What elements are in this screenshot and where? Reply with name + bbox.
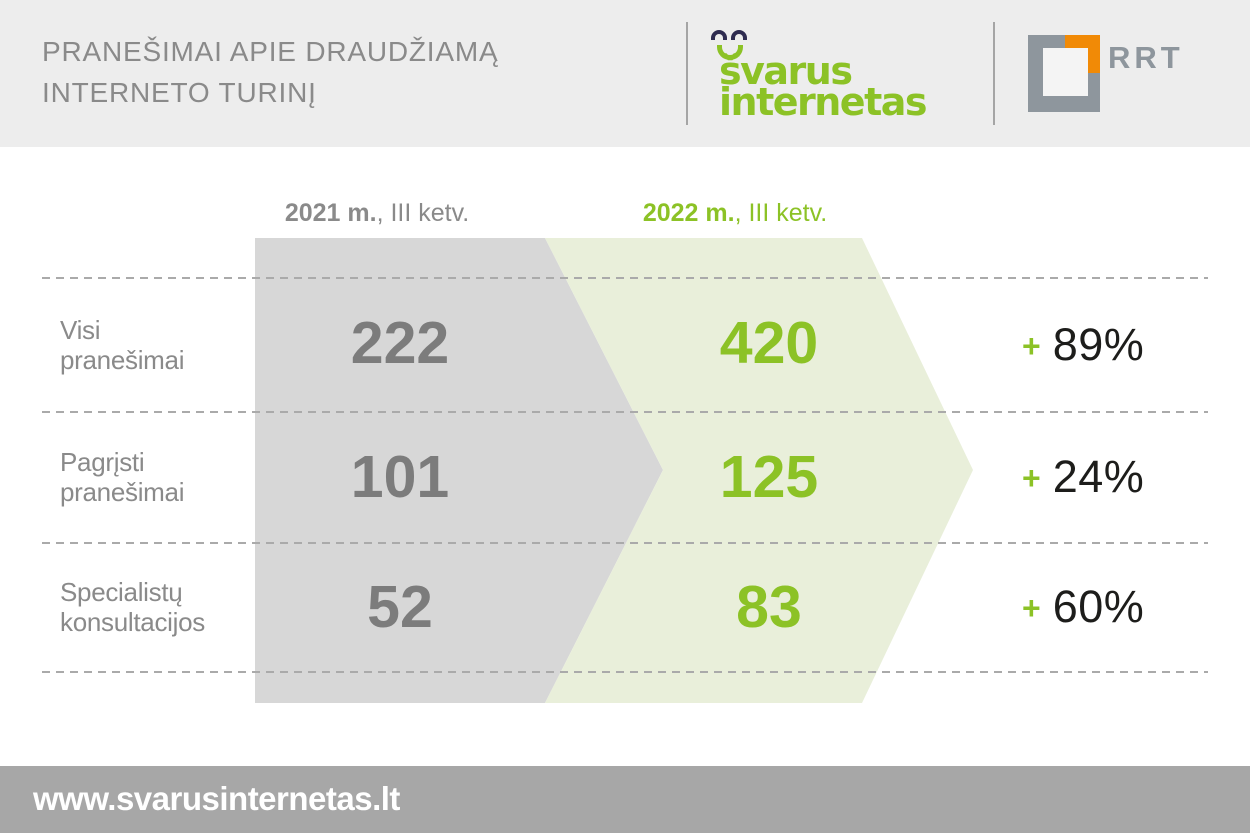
column-header-2022: 2022 m., III ketv. <box>605 196 865 230</box>
smiley-smile-icon <box>717 45 743 60</box>
row2-value-2022: 125 <box>719 444 819 510</box>
row3-value-2022: 83 <box>736 574 802 640</box>
brand-line2: internetas <box>719 80 928 124</box>
page-title-line1: PRANEŠIMAI APIE DRAUDŽIAMĄ <box>42 36 499 67</box>
row2-change: + 24% <box>1022 437 1212 517</box>
row2-label-line2: pranešimai <box>60 477 185 507</box>
row-separator-1 <box>42 277 1208 279</box>
header-divider-right <box>993 22 995 125</box>
row2-value-2021: 101 <box>350 444 450 510</box>
smiley-left-eye-icon <box>711 30 727 40</box>
row-label-specialistu-konsultacijos: Specialistų konsultacijos <box>60 577 255 637</box>
rrt-logo-inner-square <box>1043 48 1088 96</box>
rrt-logo-icon <box>1028 35 1100 112</box>
row-separator-4 <box>42 671 1208 673</box>
row1-plus-sign: + <box>1022 327 1041 364</box>
row3-value-2021: 52 <box>367 574 433 640</box>
footer-website-url: www.svarusinternetas.lt <box>33 779 400 817</box>
row1-value-2021: 222 <box>350 310 450 376</box>
page-title: PRANEŠIMAI APIE DRAUDŽIAMĄ INTERNETO TUR… <box>42 31 498 113</box>
row1-value-2022: 420 <box>719 310 819 376</box>
row3-change: + 60% <box>1022 567 1212 647</box>
row3-label-line1: Specialistų <box>60 577 183 607</box>
brand-line1: švarus <box>719 49 853 93</box>
row2-change-percent: 24% <box>1052 451 1145 502</box>
row3-label-line2: konsultacijos <box>60 607 205 637</box>
row2-label-line1: Pagrįsti <box>60 447 145 477</box>
row-separator-2 <box>42 411 1208 413</box>
row1-change-percent: 89% <box>1052 319 1145 370</box>
chevron-2021-shape <box>255 238 663 703</box>
row-label-pagristi-pranesimai: Pagrįsti pranešimai <box>60 447 255 507</box>
column-header-2021-quarter: , III ketv. <box>376 199 470 227</box>
rrt-logo-label: RRT <box>1108 40 1184 75</box>
column-header-2021: 2021 m., III ketv. <box>247 196 507 230</box>
row3-plus-sign: + <box>1022 589 1041 626</box>
row1-label-line2: pranešimai <box>60 345 185 375</box>
chevron-2022-shape <box>545 238 973 703</box>
header-bar: PRANEŠIMAI APIE DRAUDŽIAMĄ INTERNETO TUR… <box>0 0 1250 147</box>
page-title-line2: INTERNETO TURINĮ <box>42 77 317 108</box>
column-header-2022-quarter: , III ketv. <box>734 199 828 227</box>
footer-bar: www.svarusinternetas.lt <box>0 766 1250 833</box>
smiley-right-eye-icon <box>731 30 747 40</box>
row2-plus-sign: + <box>1022 459 1041 496</box>
row1-change: + 89% <box>1022 305 1212 385</box>
column-header-2021-year: 2021 m. <box>284 199 377 227</box>
row3-change-percent: 60% <box>1052 581 1145 632</box>
row-separator-3 <box>42 542 1208 544</box>
column-header-2022-year: 2022 m. <box>642 199 735 227</box>
brand-wordmark: švarus internetas <box>719 49 928 124</box>
row-label-visi-pranesimai: Visi pranešimai <box>60 315 255 375</box>
row1-label-line1: Visi <box>60 315 101 345</box>
header-divider-left <box>686 22 688 125</box>
